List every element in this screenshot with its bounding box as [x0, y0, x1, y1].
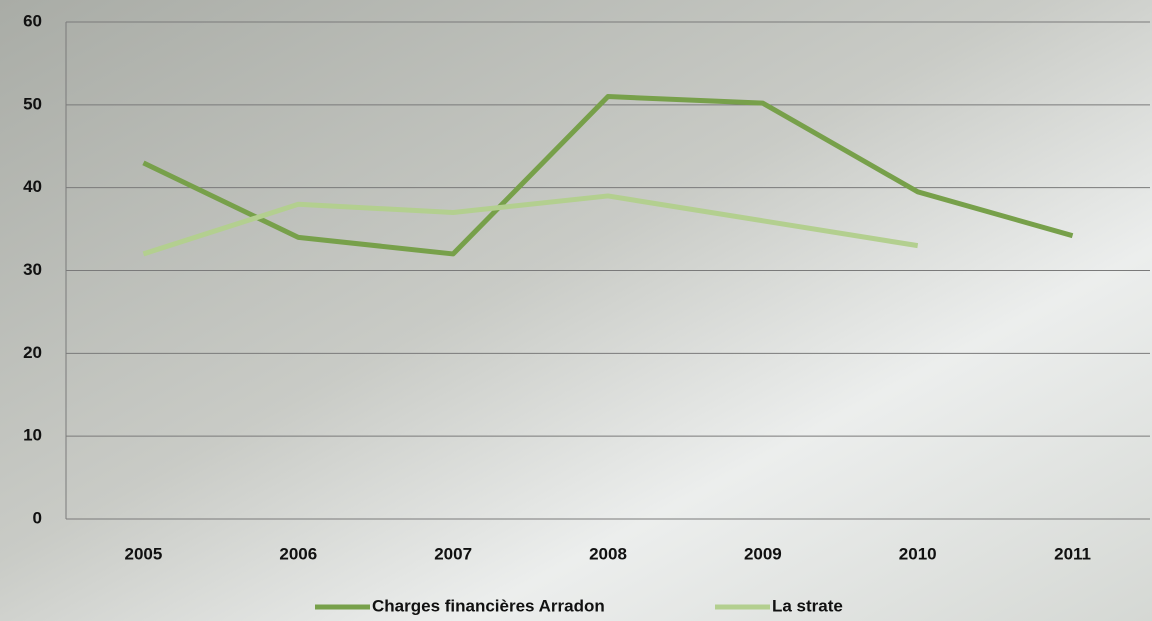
legend-label: Charges financières Arradon: [372, 596, 605, 615]
y-tick-label: 40: [23, 177, 42, 196]
legend-label: La strate: [772, 596, 843, 615]
x-tick-label: 2005: [125, 544, 163, 563]
x-tick-label: 2010: [899, 544, 937, 563]
x-tick-label: 2011: [1054, 544, 1091, 563]
x-tick-label: 2007: [434, 544, 472, 563]
x-tick-label: 2006: [279, 544, 317, 563]
y-tick-label: 60: [23, 11, 42, 30]
chart: 0 10 20 30 40 50 60 2005 2006 2007 2008 2009 2010 201…: [0, 0, 1152, 621]
y-tick-label: 0: [33, 508, 42, 527]
x-tick-label: 2008: [589, 544, 627, 563]
background: [0, 0, 1152, 621]
x-tick-label: 2009: [744, 544, 782, 563]
y-tick-label: 50: [23, 94, 42, 113]
y-tick-label: 10: [23, 426, 42, 445]
y-tick-label: 30: [23, 260, 42, 279]
y-tick-label: 20: [23, 343, 42, 362]
